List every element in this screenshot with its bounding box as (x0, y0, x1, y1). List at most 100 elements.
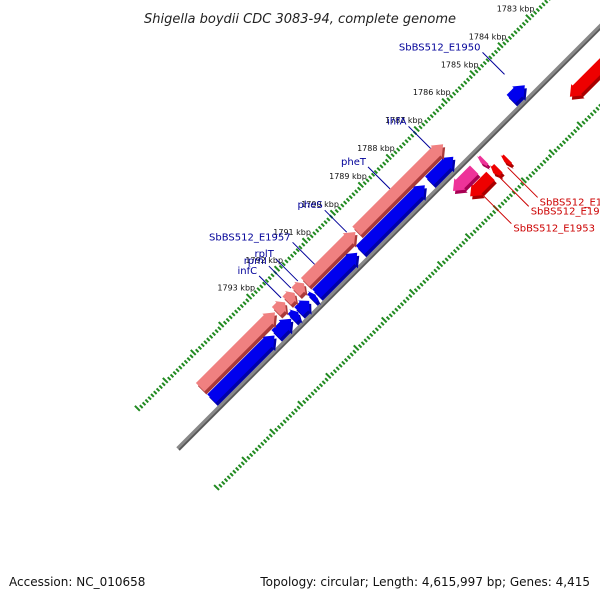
inner-tick-mark (314, 389, 317, 392)
inner-tick-mark (225, 479, 228, 482)
inner-tick-mark (387, 317, 390, 320)
outer-tick-mark (492, 53, 495, 56)
outer-tick-mark (191, 350, 196, 355)
inner-tick-mark (585, 118, 588, 121)
outer-tick-mark (455, 90, 458, 93)
inner-tick-mark (370, 334, 373, 337)
inner-tick-mark (255, 448, 258, 451)
gene-label: SbBS512_E1953 (513, 224, 595, 235)
inner-tick-mark (361, 342, 364, 345)
inner-tick-mark (261, 442, 264, 445)
inner-tick-mark (350, 353, 353, 356)
inner-tick-mark (431, 272, 434, 275)
inner-tick-mark (577, 122, 582, 127)
inner-tick-mark (364, 339, 367, 342)
inner-tick-mark (442, 261, 445, 264)
outer-tick-mark (433, 112, 436, 115)
inner-tick-mark (403, 300, 406, 303)
outer-tick-mark (498, 43, 503, 48)
inner-tick-mark (266, 437, 269, 440)
inner-tick-mark (543, 160, 546, 163)
inner-tick-mark (445, 258, 448, 261)
inner-tick-mark (410, 290, 415, 295)
outer-tick-mark (187, 358, 190, 361)
outer-tick-mark (316, 229, 319, 232)
inner-tick-mark (326, 373, 331, 378)
outer-tick-mark (372, 173, 375, 176)
outer-tick-mark (168, 377, 171, 380)
outer-tick-mark (140, 405, 143, 408)
inner-tick-mark (423, 280, 426, 283)
inner-tick-mark (270, 429, 275, 434)
outer-tick-mark (526, 15, 531, 20)
outer-tick-mark (536, 9, 539, 12)
inner-tick-mark (593, 110, 596, 113)
outer-tick-mark (196, 349, 199, 352)
inner-tick-mark (236, 468, 239, 471)
inner-tick-mark (596, 107, 599, 110)
outer-tick-mark (419, 126, 422, 129)
inner-tick-mark (465, 234, 470, 239)
outer-tick-mark (545, 0, 548, 3)
outer-tick-mark (173, 372, 176, 375)
inner-tick-mark (577, 127, 580, 130)
outer-tick-mark (229, 316, 232, 319)
outer-tick-mark (302, 238, 307, 243)
outer-tick-mark (307, 238, 310, 241)
inner-tick-mark (308, 395, 311, 398)
tick-label: 1784 kbp (469, 32, 507, 41)
outer-tick-mark (176, 369, 179, 372)
inner-tick-mark (470, 233, 473, 236)
outer-tick-mark (243, 302, 246, 305)
tick-label: 1793 kbp (217, 284, 255, 293)
outer-tick-mark (218, 327, 221, 330)
outer-tick-mark (232, 313, 235, 316)
outer-tick-mark (408, 137, 411, 140)
outer-tick-mark (358, 182, 363, 187)
inner-tick-mark (373, 331, 376, 334)
outer-tick-mark (319, 226, 322, 229)
outer-tick-mark (497, 48, 500, 51)
outer-tick-mark (330, 210, 335, 215)
inner-tick-mark (219, 484, 222, 487)
inner-tick-mark (306, 398, 309, 401)
outer-tick-mark (470, 71, 475, 76)
outer-tick-mark (517, 28, 520, 31)
outer-tick-mark (503, 42, 506, 45)
inner-tick-mark (354, 345, 359, 350)
outer-tick-mark (525, 20, 528, 23)
inner-tick-mark (241, 462, 244, 465)
outer-tick-mark (542, 3, 545, 6)
inner-tick-mark (518, 185, 521, 188)
inner-tick-mark (339, 364, 342, 367)
outer-tick-mark (288, 257, 291, 260)
accession-text: Accession: NC_010658 (9, 575, 145, 589)
outer-tick-mark (453, 92, 456, 95)
inner-tick-mark (448, 255, 451, 258)
outer-tick-mark (321, 224, 324, 227)
inner-tick-mark (568, 135, 571, 138)
outer-tick-mark (374, 171, 377, 174)
outer-tick-mark (279, 266, 282, 269)
tick-label: 1783 kbp (497, 4, 535, 13)
outer-tick-mark (397, 148, 400, 151)
outer-tick-mark (219, 322, 224, 327)
inner-tick-mark (214, 485, 219, 490)
outer-tick-mark (483, 62, 486, 65)
outer-tick-mark (212, 333, 215, 336)
inner-tick-mark (289, 415, 292, 418)
outer-tick-mark (461, 84, 464, 87)
inner-tick-mark (353, 350, 356, 353)
outer-tick-mark (154, 391, 157, 394)
inner-tick-mark (336, 367, 339, 370)
inner-tick-mark (473, 230, 476, 233)
inner-tick-mark (479, 225, 482, 228)
inner-tick-mark (398, 306, 401, 309)
outer-tick-mark (143, 402, 146, 405)
outer-tick-mark (402, 143, 405, 146)
inner-tick-mark (392, 311, 395, 314)
outer-tick-mark (324, 221, 327, 224)
gene-label: pheT (341, 157, 367, 168)
inner-tick-mark (297, 406, 300, 409)
